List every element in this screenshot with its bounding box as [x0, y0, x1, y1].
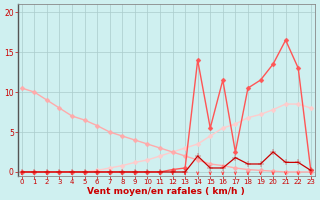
X-axis label: Vent moyen/en rafales ( km/h ): Vent moyen/en rafales ( km/h ): [87, 187, 245, 196]
